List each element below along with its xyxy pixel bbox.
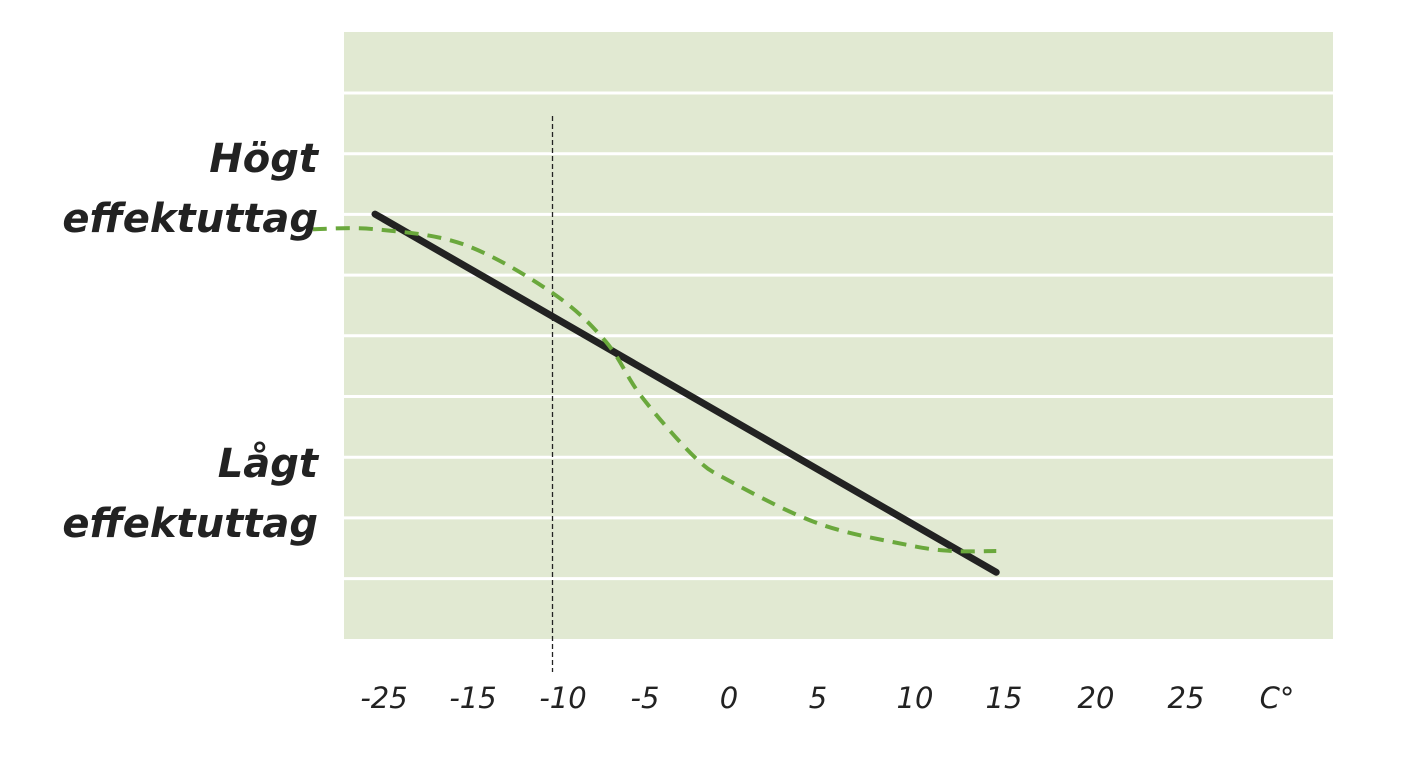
x-tick-label: -25 [360,681,407,715]
y-label-low-line2: effektuttag [62,501,318,547]
x-tick-labels: -25 -15 -10 -5 0 5 10 15 20 25 C° [360,681,1294,715]
y-label-high-line1: Högt [209,136,320,182]
x-tick-label: -15 [449,681,496,715]
gridlines [344,91,1333,581]
x-tick-label: 25 [1168,681,1205,715]
y-label-high-line2: effektuttag [62,196,318,242]
x-tick-label: 15 [986,681,1023,715]
y-label-low-line1: Lågt [218,441,320,487]
series-solid-line [371,210,1000,576]
x-tick-label: 10 [897,681,934,715]
x-tick-label: 0 [720,681,738,715]
x-tick-label: C° [1260,681,1295,715]
x-tick-label: 5 [809,681,827,715]
series-dashed-curve [312,226,997,554]
x-tick-label: -5 [631,681,660,715]
series-group [312,210,1000,576]
x-tick-label: -10 [539,681,586,715]
x-tick-label: 20 [1078,681,1115,715]
